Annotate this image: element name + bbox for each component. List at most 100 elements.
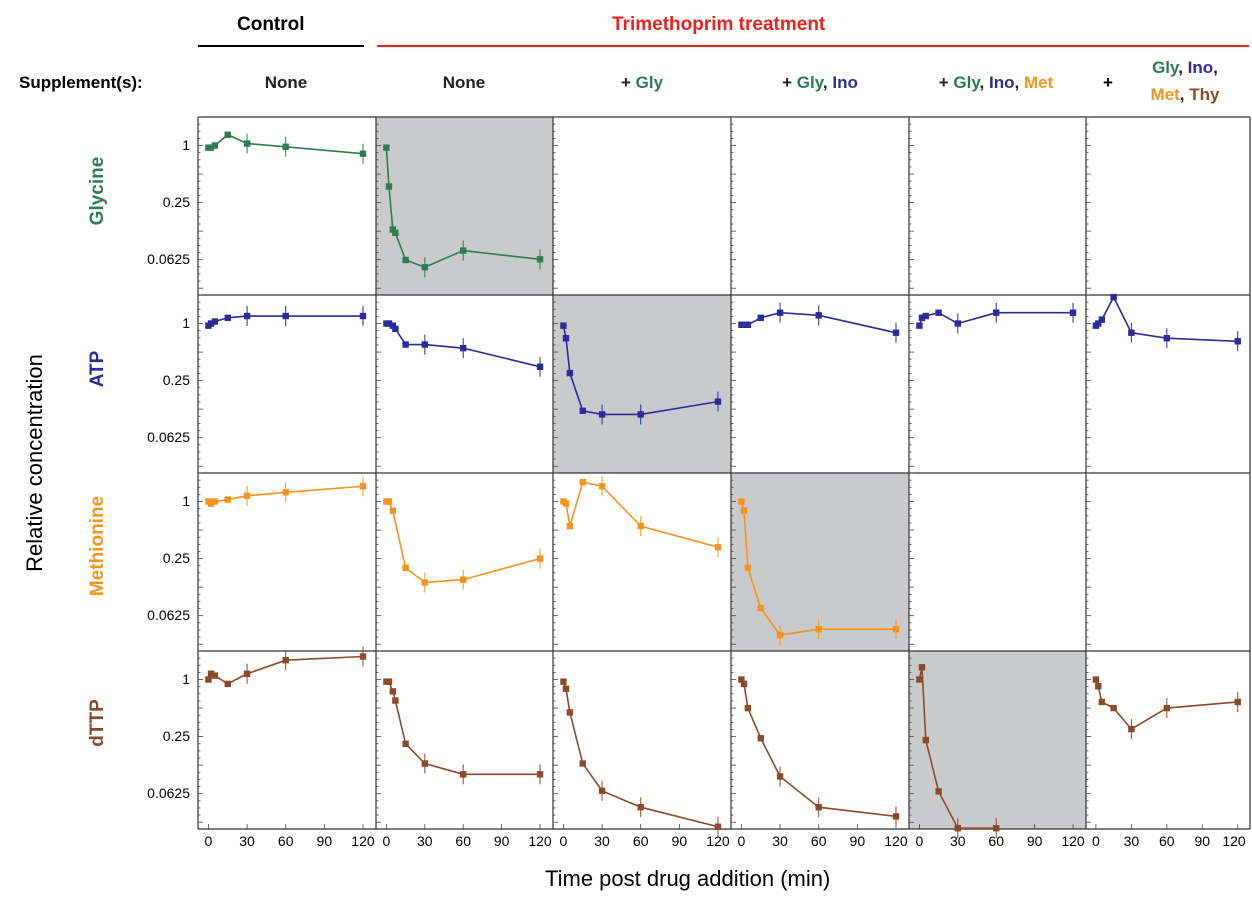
x-tick-label: 60	[1159, 833, 1175, 849]
data-point	[1163, 704, 1171, 712]
data-point	[243, 670, 251, 677]
data-point	[207, 144, 215, 151]
supplement-text: +	[620, 73, 636, 92]
treatment-header-rule	[377, 45, 1249, 47]
data-point	[389, 507, 397, 514]
data-point	[562, 335, 570, 342]
data-point	[211, 498, 219, 505]
data-point	[282, 143, 289, 150]
data-point	[1128, 329, 1135, 336]
data-point	[536, 771, 544, 778]
supplement-text: Gly	[796, 73, 823, 92]
supplement-text: Gly	[635, 73, 664, 92]
supplement-text: Ino	[1187, 58, 1214, 77]
data-point	[1110, 293, 1117, 301]
supplement-text: ,	[1014, 73, 1024, 92]
data-point	[598, 787, 606, 795]
supplement-text: +	[938, 73, 954, 92]
supplement-text: ,	[1213, 58, 1218, 77]
y-tick-label: 1	[182, 670, 190, 687]
panel-background	[1086, 295, 1250, 473]
data-point	[460, 771, 467, 778]
data-point	[536, 256, 544, 263]
x-tick-label: 90	[493, 833, 510, 849]
data-point	[402, 341, 409, 348]
supplement-text: ,	[822, 73, 833, 92]
panel-background	[909, 473, 1086, 651]
data-point	[993, 825, 1000, 832]
panel-background	[731, 117, 909, 295]
data-point	[916, 322, 923, 329]
panel-background	[376, 117, 553, 295]
data-point	[566, 709, 574, 716]
data-point	[207, 670, 215, 677]
panel-background	[731, 473, 909, 651]
data-point	[1128, 725, 1135, 733]
data-point	[757, 604, 764, 612]
data-point	[744, 321, 752, 328]
x-tick-label: 0	[915, 833, 924, 849]
data-point	[560, 678, 567, 685]
panel-background	[909, 117, 1086, 295]
y-tick-label: 0.0625	[147, 250, 190, 267]
data-point	[598, 411, 606, 418]
supplement-text: Met	[1023, 73, 1054, 92]
x-tick-label: 90	[849, 833, 866, 849]
data-point	[383, 144, 390, 151]
panel-background	[553, 473, 731, 651]
supplement-label: Supplement(s):	[19, 73, 143, 92]
data-point	[918, 314, 926, 321]
supplement-text: ,	[979, 73, 989, 92]
data-point	[421, 341, 429, 348]
data-point	[1234, 698, 1241, 706]
data-point	[744, 564, 752, 571]
data-point	[359, 653, 367, 660]
data-point	[757, 314, 764, 321]
data-point	[385, 320, 393, 327]
data-point	[392, 325, 399, 332]
data-point	[392, 697, 399, 704]
data-point	[402, 564, 409, 571]
data-point	[1069, 309, 1077, 316]
data-point	[738, 676, 745, 683]
supplement-text: ,	[1178, 58, 1188, 77]
y-tick-label: 0.0625	[147, 606, 190, 623]
y-tick-label: 0.25	[162, 193, 190, 210]
data-point	[918, 663, 926, 671]
data-point	[359, 483, 367, 490]
panel-background	[553, 651, 731, 829]
data-point	[562, 500, 570, 507]
data-point	[224, 131, 231, 138]
data-point	[714, 398, 722, 405]
supplement-text: +	[782, 73, 797, 92]
panel-background	[1086, 651, 1250, 829]
data-point	[385, 678, 393, 685]
data-point	[205, 676, 212, 683]
data-point	[740, 680, 748, 688]
data-point	[1092, 676, 1100, 683]
y-tick-label: 0.25	[162, 727, 190, 744]
panel-background	[376, 473, 553, 651]
x-tick-label: 90	[1026, 833, 1043, 849]
panel-background	[909, 651, 1086, 829]
data-point	[714, 543, 722, 551]
data-point	[740, 321, 748, 328]
x-tick-label: 90	[1194, 833, 1211, 849]
y-tick-label: 0.0625	[147, 428, 190, 445]
data-point	[815, 804, 822, 811]
x-tick-label: 120	[1222, 833, 1246, 849]
data-point	[211, 318, 219, 325]
x-tick-label: 60	[988, 833, 1004, 849]
x-tick-label: 60	[277, 833, 294, 849]
x-tick-label: 60	[632, 833, 649, 849]
panel-background	[1086, 473, 1250, 651]
supplement-text: Gly	[953, 73, 980, 92]
supplement-text: Thy	[1189, 85, 1220, 104]
data-point	[892, 329, 900, 336]
x-tick-label: 120	[1061, 833, 1085, 849]
data-point	[922, 736, 930, 744]
data-point	[1098, 698, 1106, 706]
supplement-col-5: + Gly, Ino, Met	[908, 73, 1084, 93]
data-point	[776, 631, 784, 639]
